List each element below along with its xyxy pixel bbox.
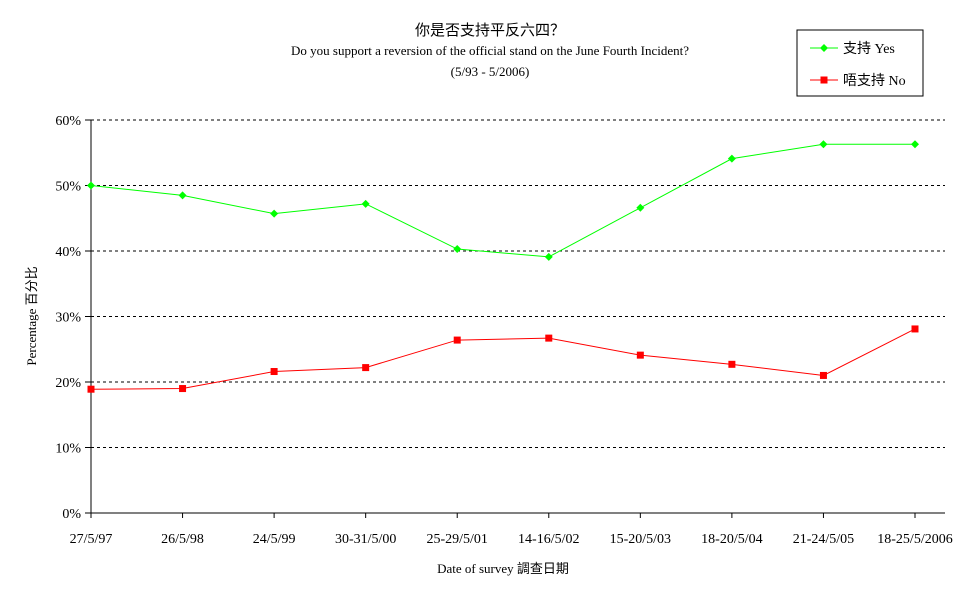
x-tick-label: 18-25/5/2006 [877,532,952,547]
x-tick-label: 24/5/99 [253,532,296,547]
data-point [87,181,95,190]
x-tick-label: 14-16/5/02 [518,532,579,547]
legend-swatch-marker [820,76,828,84]
data-point [362,364,370,372]
data-point [361,199,370,208]
y-tick-label: 30% [55,311,81,326]
legend-box [796,29,924,97]
series-yes [87,140,919,261]
x-tick-label: 30-31/5/00 [335,532,396,547]
series-line [90,143,915,258]
data-point [636,203,645,212]
x-tick-label: 25-29/5/01 [426,532,487,547]
y-tick-label: 20% [55,376,81,391]
legend-items: 支持 Yes 唔支持 No [810,41,906,89]
y-tick-labels: 0% 10% 20% 30% 40% 50% 60% [55,114,81,522]
data-point [270,368,278,376]
x-tick-label: 15-20/5/03 [610,532,671,547]
data-point [179,385,187,393]
y-tick-label: 50% [55,180,81,195]
data-point [636,351,644,359]
y-tick-label: 0% [62,507,81,522]
x-tick-label: 26/5/98 [161,532,204,547]
data-point [544,252,553,261]
series-lines [87,140,919,393]
data-point [728,360,736,368]
data-point [87,385,95,393]
y-axis-label: Percentage 百分比 [24,266,39,365]
data-point [178,191,187,200]
chart-title: 你是否支持平反六四？ [415,22,565,39]
chart-period: (5/93 - 5/2006) [451,64,530,79]
x-tick-label: 27/5/97 [70,532,113,547]
y-tick-label: 60% [55,114,81,129]
x-tick-label: 18-20/5/04 [701,532,762,547]
gridlines [85,119,945,514]
y-tick-label: 10% [55,442,81,457]
data-point [911,140,919,149]
x-axis-label: Date of survey 調查日期 [437,561,569,576]
series-no [87,325,919,393]
data-point [453,245,462,254]
series-line [90,328,916,390]
data-point [727,154,736,163]
data-point [545,334,553,342]
chart-subtitle: Do you support a reversion of the offici… [291,43,689,58]
legend: 支持 Yes 唔支持 No [796,29,924,97]
data-point [819,140,828,149]
legend-label: 唔支持 No [843,73,906,89]
data-point [819,371,827,379]
y-tick-label: 40% [55,245,81,260]
data-point [270,209,279,218]
data-point [911,325,919,333]
x-tick-labels: 27/5/97 26/5/98 24/5/99 30-31/5/00 25-29/5/0… [70,513,953,547]
legend-swatch-marker [820,44,828,52]
legend-label: 支持 Yes [843,41,895,57]
data-point [453,336,461,344]
x-tick-label: 21-24/5/05 [793,532,854,547]
